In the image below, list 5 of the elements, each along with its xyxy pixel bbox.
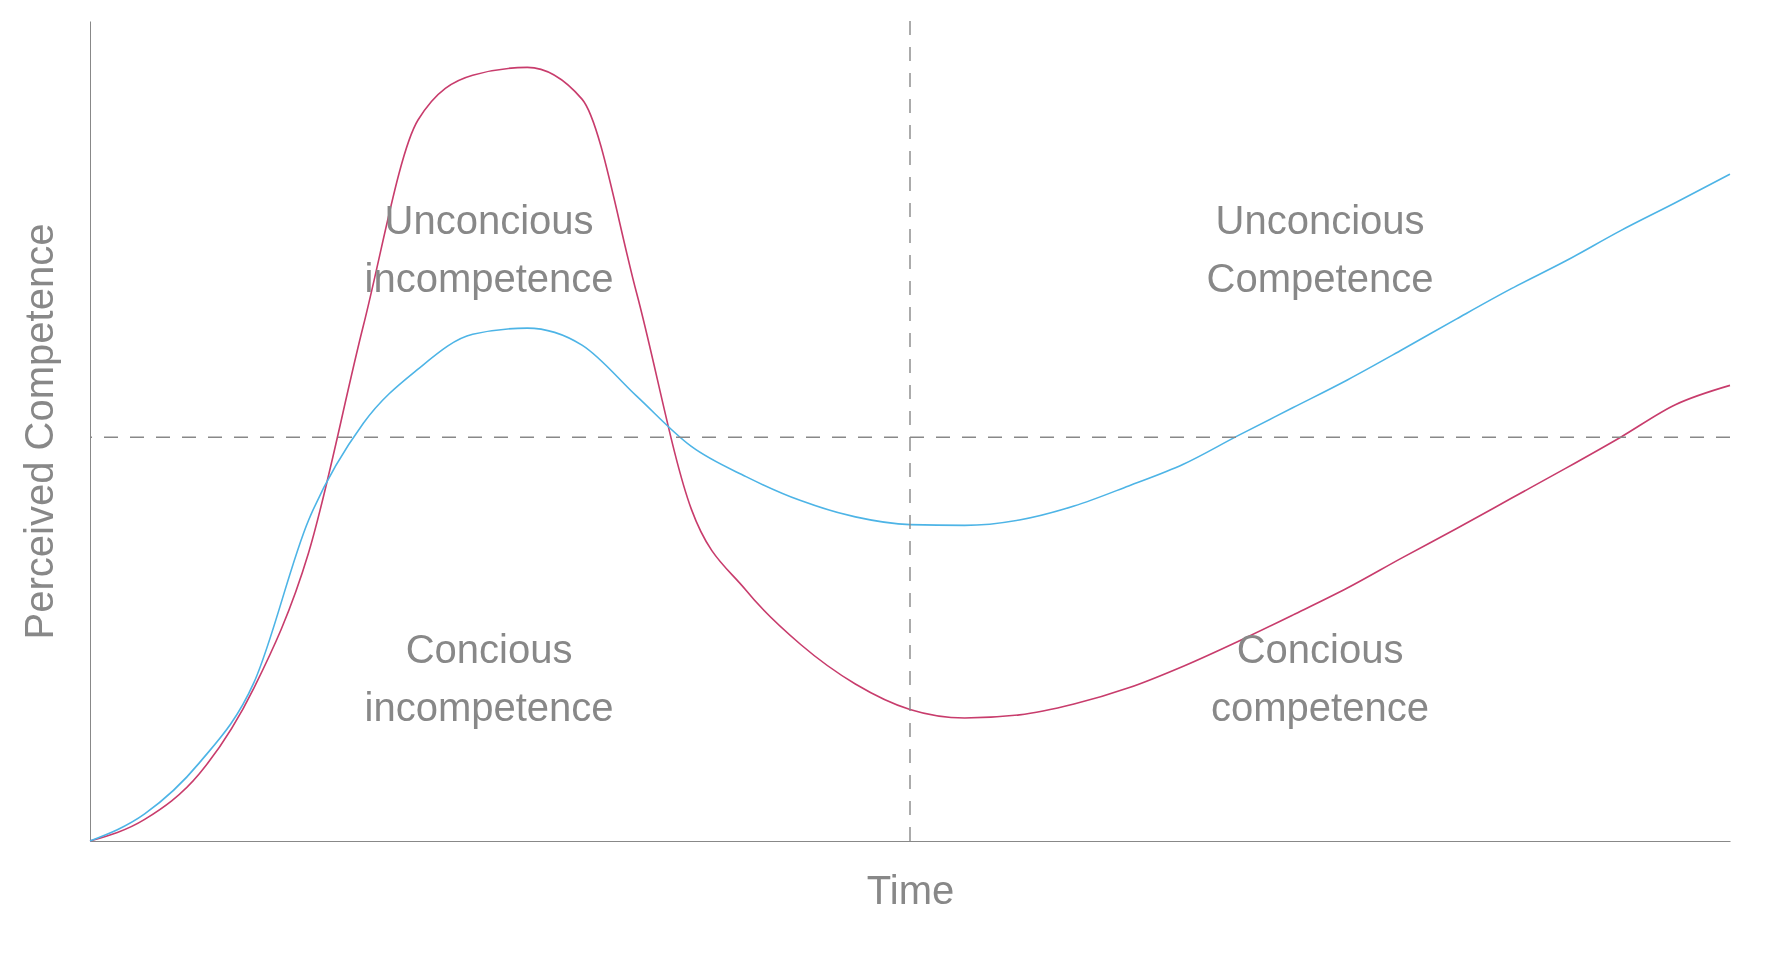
y-axis-title: Perceived Competence [16, 223, 61, 640]
x-axis-title: Time [866, 867, 955, 912]
annotation: Unconcious Competence [1206, 198, 1434, 301]
annotation: Concious incompetence [364, 627, 614, 730]
annotation: Concious competence [1211, 627, 1429, 730]
